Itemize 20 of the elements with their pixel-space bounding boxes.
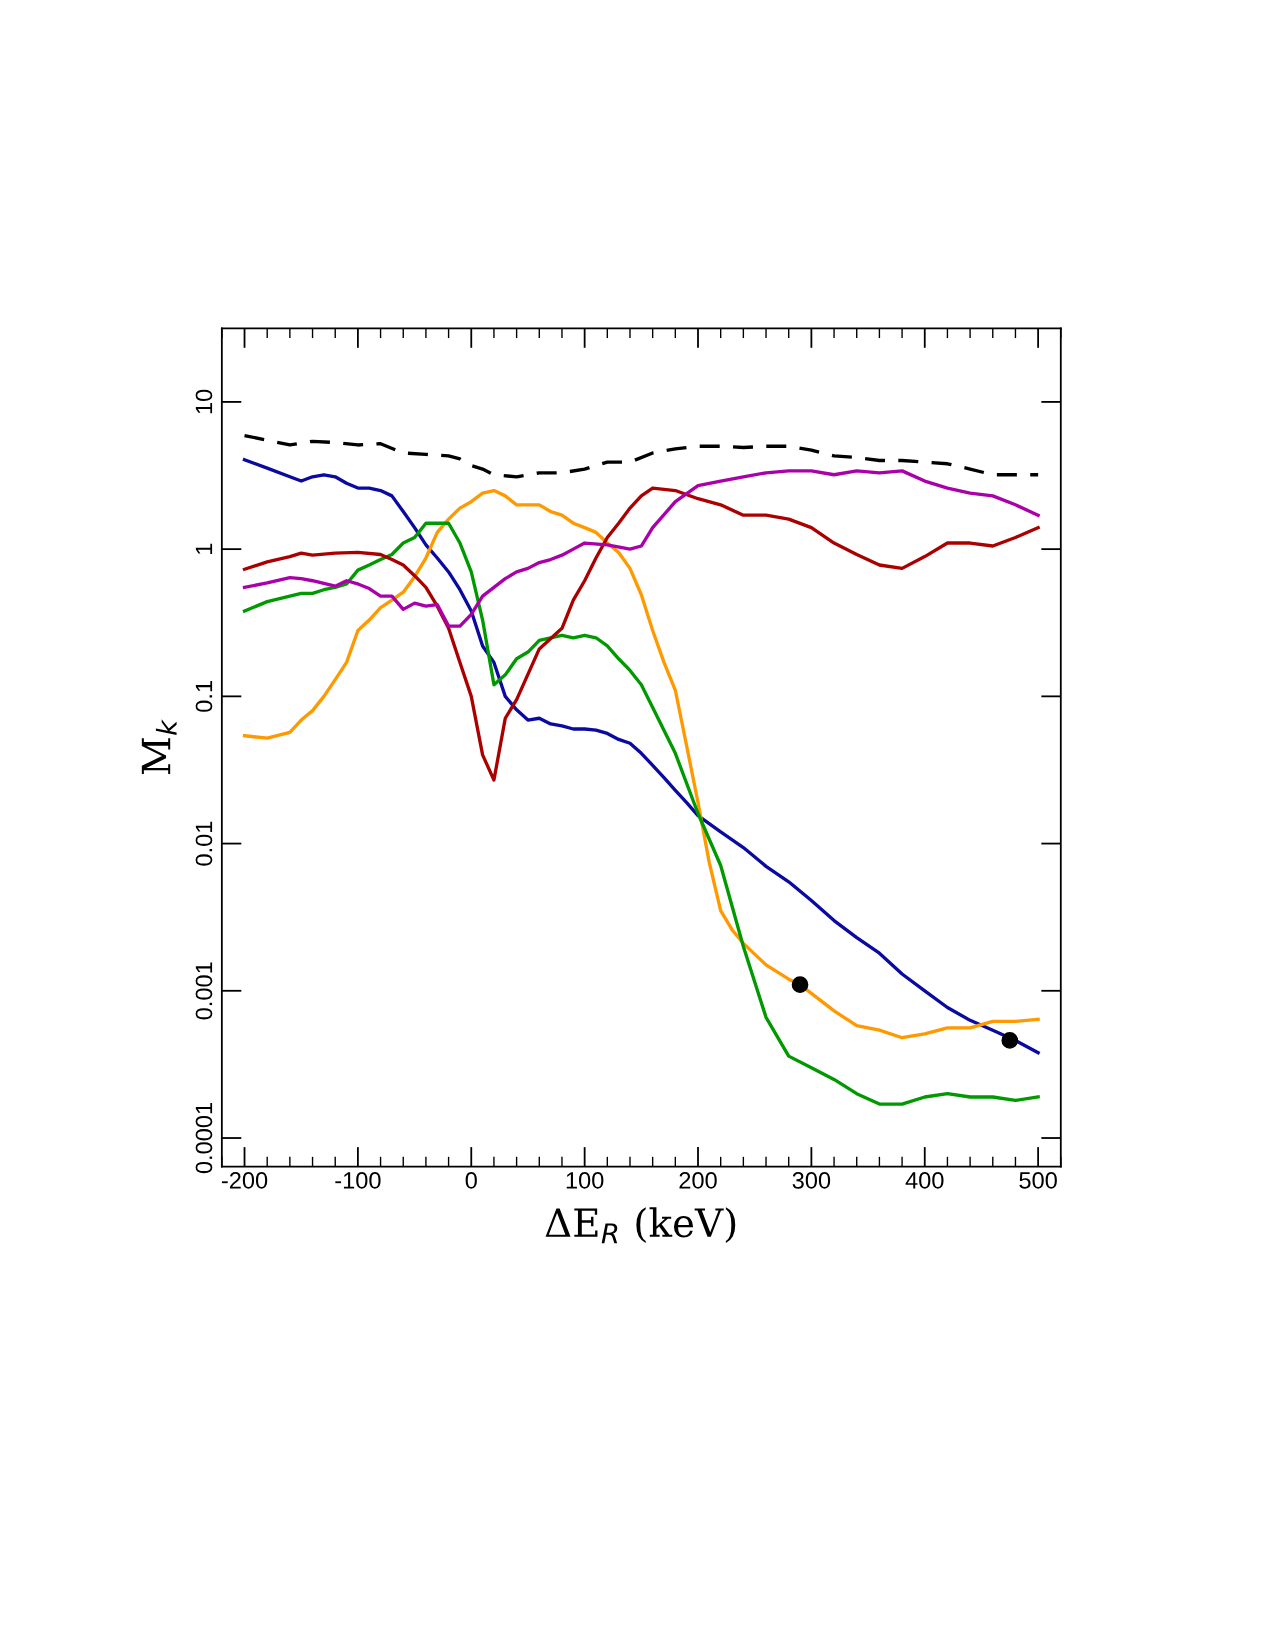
line-series xyxy=(242,433,1040,479)
y-tick-label: 0.1 xyxy=(195,681,213,712)
x-axis-title: ΔE$_{R}$ (keV) xyxy=(545,1207,736,1244)
x-tick-label: 300 xyxy=(792,1172,831,1189)
y-tick-label: 0.001 xyxy=(195,962,213,1020)
x-tick-label: 200 xyxy=(679,1172,717,1189)
y-tick-label: 1 xyxy=(195,543,213,554)
x-tick-label: 100 xyxy=(566,1172,604,1189)
x-tick-label: -200 xyxy=(221,1172,268,1189)
line-series xyxy=(242,521,1040,1106)
y-tick-label: 0.01 xyxy=(195,821,213,866)
x-tick-label: 500 xyxy=(1019,1172,1057,1189)
line-series xyxy=(242,469,1040,628)
x-tick-label: -100 xyxy=(335,1172,381,1189)
y-tick-label: 0.0001 xyxy=(195,1103,213,1174)
x-tick-label: 0 xyxy=(465,1172,477,1189)
x-tick-label: 400 xyxy=(905,1172,944,1189)
y-axis-title: M$_{k}$ xyxy=(141,719,177,775)
line-series xyxy=(242,486,1040,782)
y-tick-label: 10 xyxy=(195,389,213,414)
